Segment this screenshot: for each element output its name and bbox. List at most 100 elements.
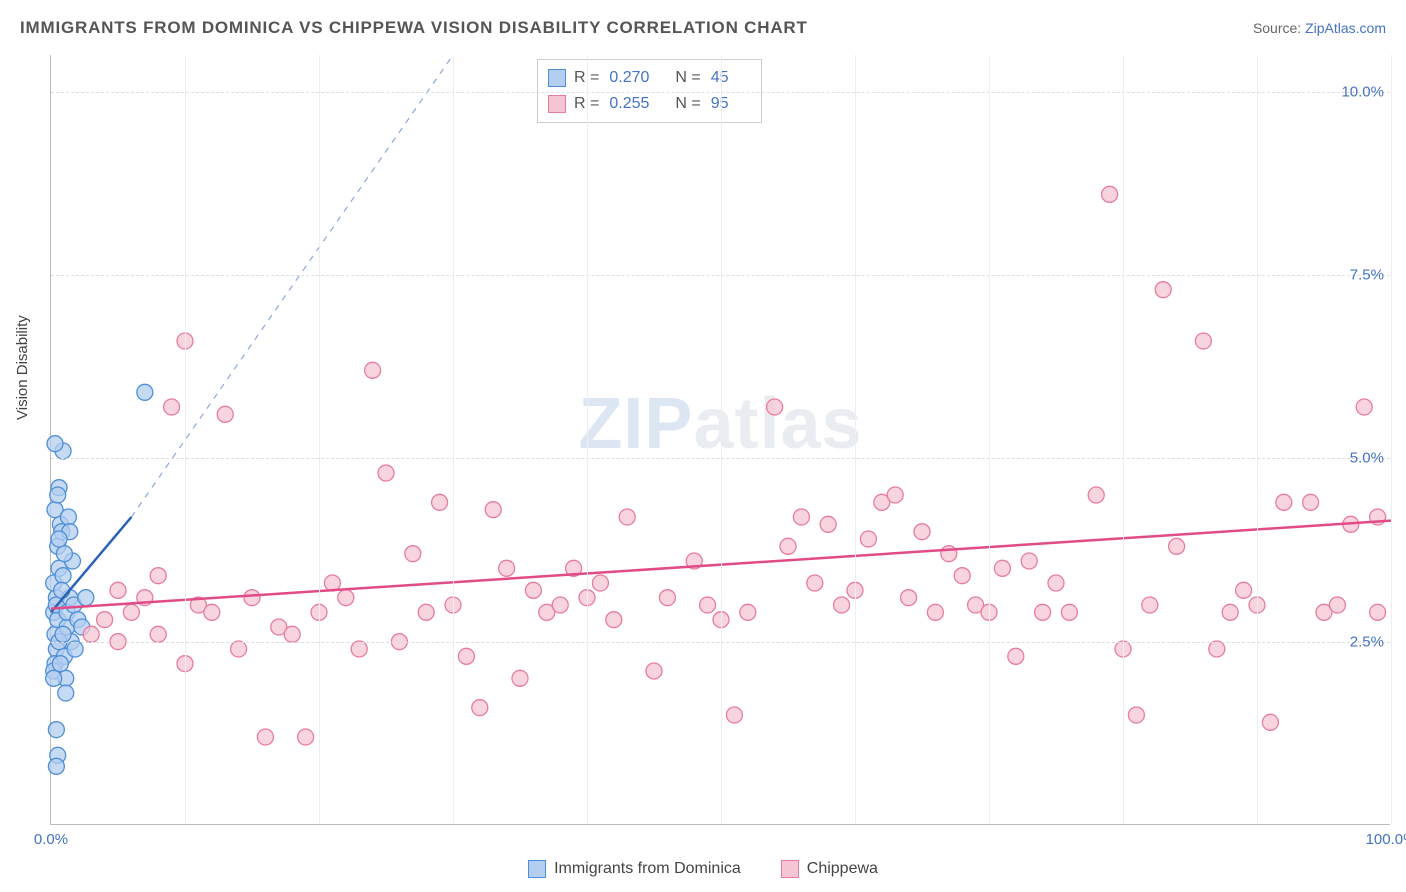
source-attrib: Source: ZipAtlas.com bbox=[1253, 20, 1386, 36]
point-dominica bbox=[67, 641, 83, 657]
point-chippewa bbox=[1276, 494, 1292, 510]
point-chippewa bbox=[351, 641, 367, 657]
gridline-v bbox=[721, 55, 722, 824]
ytick-label: 5.0% bbox=[1350, 450, 1392, 467]
ytick-label: 10.0% bbox=[1341, 83, 1392, 100]
ytick-label: 2.5% bbox=[1350, 633, 1392, 650]
point-chippewa bbox=[110, 582, 126, 598]
point-dominica bbox=[78, 590, 94, 606]
point-chippewa bbox=[807, 575, 823, 591]
point-chippewa bbox=[150, 568, 166, 584]
legend-N-dominica: 45 bbox=[711, 66, 729, 90]
legend-R-dominica: 0.270 bbox=[609, 66, 649, 90]
point-chippewa bbox=[619, 509, 635, 525]
source-link[interactable]: ZipAtlas.com bbox=[1305, 20, 1386, 36]
point-chippewa bbox=[659, 590, 675, 606]
point-chippewa bbox=[472, 700, 488, 716]
legend-N-chippewa: 95 bbox=[711, 92, 729, 116]
gridline-v bbox=[587, 55, 588, 824]
point-chippewa bbox=[1142, 597, 1158, 613]
point-chippewa bbox=[606, 612, 622, 628]
point-chippewa bbox=[1008, 648, 1024, 664]
legend-item-chippewa: Chippewa bbox=[781, 860, 878, 878]
point-chippewa bbox=[204, 604, 220, 620]
point-chippewa bbox=[231, 641, 247, 657]
point-chippewa bbox=[646, 663, 662, 679]
point-chippewa bbox=[793, 509, 809, 525]
legend-label-chippewa: Chippewa bbox=[807, 860, 878, 878]
point-chippewa bbox=[767, 399, 783, 415]
point-chippewa bbox=[123, 604, 139, 620]
point-chippewa bbox=[1102, 186, 1118, 202]
swatch-dominica-icon bbox=[528, 860, 546, 878]
point-chippewa bbox=[217, 406, 233, 422]
point-chippewa bbox=[485, 502, 501, 518]
point-chippewa bbox=[83, 626, 99, 642]
swatch-chippewa-icon bbox=[781, 860, 799, 878]
point-chippewa bbox=[994, 560, 1010, 576]
point-dominica bbox=[54, 582, 70, 598]
point-chippewa bbox=[941, 546, 957, 562]
point-chippewa bbox=[525, 582, 541, 598]
point-dominica bbox=[47, 436, 63, 452]
point-dominica bbox=[52, 656, 68, 672]
swatch-chippewa bbox=[548, 95, 566, 113]
point-chippewa bbox=[1155, 282, 1171, 298]
point-chippewa bbox=[1048, 575, 1064, 591]
point-chippewa bbox=[914, 524, 930, 540]
point-chippewa bbox=[726, 707, 742, 723]
point-dominica bbox=[48, 758, 64, 774]
swatch-dominica bbox=[548, 69, 566, 87]
point-dominica bbox=[48, 722, 64, 738]
point-chippewa bbox=[1128, 707, 1144, 723]
point-chippewa bbox=[834, 597, 850, 613]
point-chippewa bbox=[860, 531, 876, 547]
point-chippewa bbox=[1262, 714, 1278, 730]
point-chippewa bbox=[1035, 604, 1051, 620]
point-chippewa bbox=[740, 604, 756, 620]
point-chippewa bbox=[1303, 494, 1319, 510]
point-chippewa bbox=[901, 590, 917, 606]
point-chippewa bbox=[1169, 538, 1185, 554]
point-chippewa bbox=[244, 590, 260, 606]
gridline-v bbox=[855, 55, 856, 824]
gridline-v bbox=[319, 55, 320, 824]
y-axis-label: Vision Disability bbox=[14, 315, 31, 420]
gridline-v bbox=[185, 55, 186, 824]
point-chippewa bbox=[164, 399, 180, 415]
gridline-v bbox=[453, 55, 454, 824]
point-chippewa bbox=[150, 626, 166, 642]
gridline-v bbox=[1123, 55, 1124, 824]
point-chippewa bbox=[1370, 604, 1386, 620]
point-chippewa bbox=[458, 648, 474, 664]
point-dominica bbox=[46, 670, 62, 686]
point-dominica bbox=[60, 509, 76, 525]
point-chippewa bbox=[418, 604, 434, 620]
point-dominica bbox=[56, 546, 72, 562]
point-chippewa bbox=[1061, 604, 1077, 620]
point-chippewa bbox=[338, 590, 354, 606]
point-chippewa bbox=[1088, 487, 1104, 503]
point-chippewa bbox=[499, 560, 515, 576]
point-chippewa bbox=[512, 670, 528, 686]
point-chippewa bbox=[700, 597, 716, 613]
point-chippewa bbox=[1222, 604, 1238, 620]
legend-N-label: N = bbox=[675, 66, 700, 90]
point-chippewa bbox=[954, 568, 970, 584]
legend-label-dominica: Immigrants from Dominica bbox=[554, 860, 741, 878]
point-dominica bbox=[55, 568, 71, 584]
point-chippewa bbox=[780, 538, 796, 554]
point-chippewa bbox=[405, 546, 421, 562]
xtick-right: 100.0% bbox=[1366, 831, 1406, 848]
point-dominica bbox=[51, 531, 67, 547]
point-dominica bbox=[55, 626, 71, 642]
point-chippewa bbox=[97, 612, 113, 628]
point-dominica bbox=[50, 487, 66, 503]
legend-row-chippewa: R = 0.255 N = 95 bbox=[548, 92, 747, 116]
point-chippewa bbox=[378, 465, 394, 481]
legend-N-label: N = bbox=[675, 92, 700, 116]
ytick-label: 7.5% bbox=[1350, 267, 1392, 284]
point-chippewa bbox=[257, 729, 273, 745]
point-chippewa bbox=[1329, 597, 1345, 613]
gridline-v bbox=[1257, 55, 1258, 824]
